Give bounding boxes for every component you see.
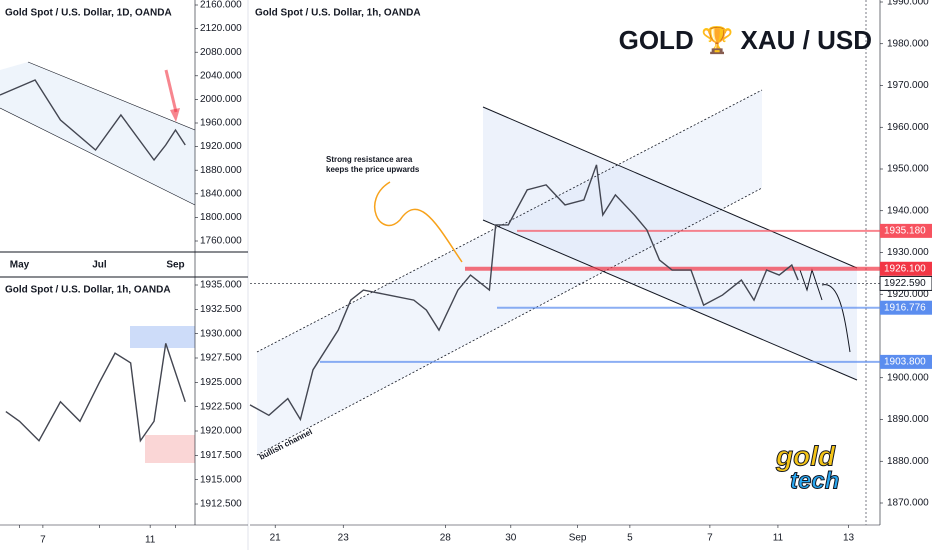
price-line	[5, 343, 186, 443]
y-tick-label: 1870.000	[887, 498, 929, 509]
y-tick-label: 1930.000	[200, 328, 242, 339]
projection-arrow	[799, 268, 823, 301]
chart-title: Gold Spot / U.S. Dollar, 1D, OANDA	[5, 8, 172, 19]
chart-title: Gold Spot / U.S. Dollar, 1h, OANDA	[255, 8, 421, 19]
x-tick-label: 21	[270, 533, 282, 544]
x-tick-label: Sep	[166, 260, 184, 271]
bearish-channel-fill	[483, 107, 857, 380]
y-tick-label: 1950.000	[887, 164, 929, 175]
level-label: 1903.800	[884, 357, 926, 368]
y-tick-label: 1800.000	[200, 212, 242, 223]
y-tick-label: 1960.000	[200, 118, 242, 129]
y-tick-label: 1920.000	[200, 426, 242, 437]
y-tick-label: 1912.500	[200, 499, 242, 510]
level-tag	[880, 261, 932, 276]
x-tick-label: 30	[505, 533, 517, 544]
zone	[130, 326, 195, 348]
y-tick-label: 2000.000	[200, 94, 242, 105]
level-label: 1935.180	[884, 226, 926, 237]
y-tick-label: 1932.500	[200, 304, 242, 315]
daily-channel-fill	[0, 62, 195, 205]
projection-arrow	[821, 284, 851, 353]
price-line	[249, 164, 799, 422]
y-tick-label: 1760.000	[200, 236, 242, 247]
y-tick-label: 2120.000	[200, 23, 242, 34]
x-tick-label: 5	[627, 533, 633, 544]
level-label: 1916.776	[884, 302, 926, 313]
y-tick-label: 1980.000	[887, 38, 929, 49]
logo: gold	[775, 440, 836, 471]
y-tick-label: 2160.000	[200, 0, 242, 11]
arrow	[164, 69, 178, 113]
level-tag	[879, 275, 932, 291]
y-tick-label: 1970.000	[887, 80, 929, 91]
channel-line	[0, 107, 196, 206]
y-tick-label: 1917.500	[200, 450, 242, 461]
y-tick-label: 2080.000	[200, 47, 242, 58]
chart-title: Gold Spot / U.S. Dollar, 1h, OANDA	[5, 285, 171, 296]
y-tick-label: 1925.000	[200, 377, 242, 388]
logo: tech	[790, 467, 839, 494]
y-tick-label: 1922.500	[200, 401, 242, 412]
y-tick-label: 1840.000	[200, 188, 242, 199]
x-tick-label: 11	[145, 535, 156, 546]
y-tick-label: 1880.000	[887, 456, 929, 467]
zone	[145, 435, 195, 463]
annotation: keeps the price upwards	[326, 165, 420, 174]
annotation: Strong resistance area	[326, 155, 413, 164]
annotation-arrow	[373, 181, 463, 263]
level-tag	[880, 300, 932, 315]
arrow-head	[170, 108, 180, 122]
level-label: 1922.590	[884, 278, 926, 289]
channel-line	[482, 106, 858, 269]
level-tag	[880, 223, 932, 238]
y-tick-label: 1935.000	[200, 280, 242, 291]
x-tick-label: 7	[40, 535, 46, 546]
y-tick-label: 1900.000	[887, 372, 929, 383]
y-tick-label: 1940.000	[887, 205, 929, 216]
x-tick-label: Jul	[92, 260, 107, 271]
channel-line	[482, 219, 858, 381]
y-tick-label: 1920.000	[200, 141, 242, 152]
y-tick-label: 1930.000	[887, 247, 929, 258]
channel-line	[256, 187, 763, 456]
x-tick-label: Sep	[569, 533, 587, 544]
x-tick-label: 11	[773, 533, 784, 544]
y-tick-label: 1927.500	[200, 353, 242, 364]
x-tick-label: 13	[843, 533, 855, 544]
level-tag	[880, 354, 932, 369]
y-tick-label: 1960.000	[887, 122, 929, 133]
y-tick-label: 2040.000	[200, 70, 242, 81]
price-line	[0, 79, 186, 162]
x-tick-label: May	[10, 260, 30, 271]
level-label: 1926.100	[884, 263, 926, 274]
x-tick-label: 7	[707, 533, 713, 544]
y-tick-label: 1890.000	[887, 414, 929, 425]
channel-line	[256, 89, 763, 353]
y-tick-label: 1990.000	[887, 0, 929, 8]
y-tick-label: 1915.000	[200, 474, 242, 485]
x-tick-label: 28	[440, 533, 452, 544]
y-tick-label: 1920.000	[887, 289, 929, 300]
x-tick-label: 23	[338, 533, 350, 544]
headline: GOLD 🏆 XAU / USD	[619, 25, 872, 55]
channel-line	[27, 61, 196, 131]
y-tick-label: 1880.000	[200, 165, 242, 176]
